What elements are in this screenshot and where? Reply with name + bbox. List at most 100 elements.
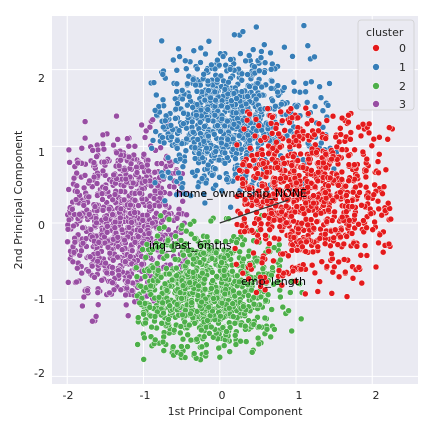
scatter-point	[362, 167, 370, 174]
scatter-point	[340, 240, 348, 248]
scatter-point	[309, 248, 317, 256]
scatter-point	[190, 47, 198, 54]
scatter-point	[267, 49, 274, 57]
scatter-point	[270, 216, 278, 224]
scatter-point	[257, 54, 265, 61]
scatter-point	[253, 238, 261, 246]
scatter-point	[359, 121, 367, 128]
scatter-point	[387, 215, 395, 223]
scatter-point	[186, 279, 193, 286]
scatter-point	[142, 319, 149, 327]
scatter-point	[153, 91, 160, 99]
scatter-point	[334, 241, 342, 248]
scatter-point	[227, 56, 234, 63]
scatter-point	[194, 136, 202, 143]
scatter-point	[163, 252, 171, 260]
x-tick-label: 1	[296, 389, 303, 402]
scatter-point	[343, 208, 350, 215]
scatter-point	[268, 306, 275, 313]
scatter-point	[89, 147, 96, 154]
scatter-point	[208, 172, 216, 179]
scatter-point	[219, 53, 227, 60]
scatter-point	[342, 182, 349, 190]
scatter-point	[103, 229, 111, 236]
scatter-point	[308, 167, 315, 174]
scatter-point	[246, 162, 253, 169]
scatter-point	[129, 179, 137, 187]
scatter-point	[79, 239, 87, 247]
scatter-point	[358, 202, 365, 209]
scatter-point	[160, 309, 167, 317]
scatter-point	[253, 23, 260, 31]
scatter-point	[173, 215, 181, 222]
scatter-point	[338, 146, 346, 153]
scatter-point	[337, 125, 344, 132]
scatter-point	[372, 263, 380, 271]
scatter-point	[204, 77, 212, 85]
scatter-point	[322, 151, 330, 158]
scatter-point	[299, 243, 306, 251]
scatter-point	[317, 209, 325, 217]
scatter-point	[311, 103, 319, 110]
scatter-point	[134, 314, 142, 321]
scatter-point	[117, 205, 125, 213]
scatter-point	[82, 235, 90, 242]
scatter-point	[184, 331, 191, 339]
scatter-point	[178, 87, 186, 94]
scatter-point	[376, 231, 384, 239]
scatter-point	[160, 123, 167, 131]
legend-label-1: 1	[399, 61, 406, 74]
scatter-point	[164, 169, 172, 176]
scatter-point	[351, 146, 358, 154]
scatter-point	[246, 261, 254, 269]
scatter-point	[305, 110, 312, 117]
scatter-point	[127, 160, 135, 168]
scatter-point	[146, 304, 154, 311]
scatter-point	[218, 259, 225, 266]
scatter-point	[385, 240, 393, 248]
scatter-point	[99, 167, 107, 175]
scatter-point	[320, 159, 327, 167]
scatter-point	[288, 212, 295, 220]
scatter-point	[151, 179, 159, 186]
scatter-point	[281, 84, 288, 91]
scatter-point	[146, 123, 154, 131]
scatter-point	[316, 83, 323, 90]
scatter-point	[74, 264, 81, 272]
scatter-point	[124, 135, 131, 142]
scatter-point	[212, 148, 219, 155]
scatter-point	[175, 127, 183, 134]
scatter-point	[138, 121, 145, 129]
scatter-point	[362, 173, 370, 181]
scatter-point	[270, 244, 278, 251]
scatter-point	[178, 222, 186, 229]
scatter-point	[65, 216, 73, 224]
scatter-point	[297, 265, 305, 273]
scatter-point	[328, 290, 336, 297]
scatter-point	[106, 249, 114, 257]
scatter-point	[271, 234, 278, 242]
scatter-point	[291, 87, 298, 95]
scatter-point	[331, 208, 338, 216]
scatter-point	[379, 248, 387, 256]
scatter-point	[207, 217, 215, 225]
scatter-point	[285, 252, 292, 260]
x-axis-label: 1st Principal Component	[168, 405, 303, 418]
scatter-point	[277, 293, 284, 301]
scatter-point	[176, 155, 184, 163]
scatter-point	[272, 103, 279, 110]
scatter-point	[274, 164, 281, 171]
scatter-point	[151, 107, 159, 114]
scatter-point	[173, 145, 181, 152]
scatter-point	[84, 287, 91, 294]
scatter-point	[220, 267, 228, 274]
scatter-point	[178, 343, 185, 350]
scatter-point	[177, 323, 185, 330]
scatter-point	[338, 176, 346, 183]
scatter-point	[386, 205, 393, 212]
scatter-point	[141, 134, 149, 141]
scatter-point	[173, 67, 181, 74]
scatter-point	[214, 76, 221, 84]
scatter-point	[64, 238, 71, 246]
scatter-point	[241, 228, 248, 235]
